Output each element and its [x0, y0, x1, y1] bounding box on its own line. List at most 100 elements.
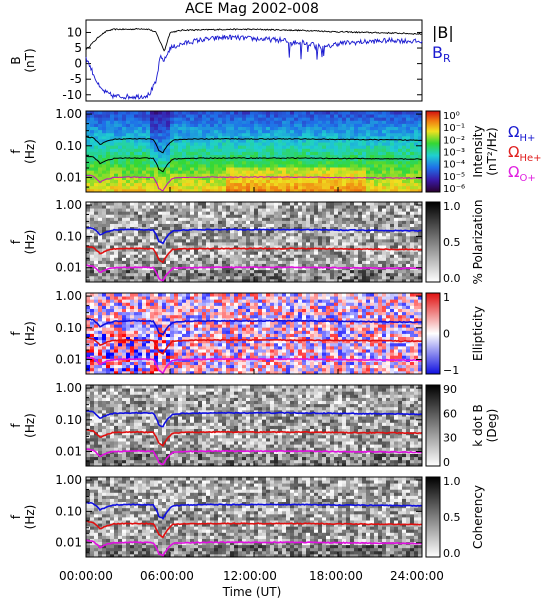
heatmap-cell [218, 251, 223, 255]
heatmap-cell [398, 269, 403, 274]
heatmap-cell [326, 123, 331, 127]
heatmap-cell [390, 263, 395, 268]
heatmap-cell [198, 185, 203, 190]
heatmap-cell [222, 211, 227, 215]
heatmap-cell [210, 211, 215, 215]
heatmap-cell [234, 278, 239, 283]
heatmap-cell [382, 205, 387, 209]
heatmap-cell [290, 214, 295, 218]
heatmap-cell [118, 145, 123, 149]
heatmap-cell [374, 232, 379, 237]
heatmap-cell [406, 245, 411, 249]
heatmap-cell [206, 260, 211, 264]
heatmap-cell [234, 114, 239, 118]
heatmap-cell [126, 208, 131, 212]
heatmap-cell [258, 151, 263, 156]
heatmap-cell [306, 232, 311, 237]
heatmap-cell [318, 139, 323, 143]
heatmap-cell [166, 160, 171, 165]
f-y-axis-label: f [9, 239, 23, 244]
heatmap-cell [270, 148, 275, 152]
heatmap-cell [154, 263, 159, 268]
heatmap-cell [194, 275, 199, 280]
heatmap-cell [206, 257, 211, 261]
heatmap-cell [202, 223, 207, 228]
heatmap-cell [90, 342, 95, 347]
heatmap-cell [226, 182, 231, 187]
heatmap-cell [166, 163, 171, 168]
heatmap-cell [246, 179, 251, 184]
heatmap-cell [390, 148, 395, 152]
heatmap-cell [250, 211, 255, 215]
heatmap-cell [278, 163, 283, 168]
heatmap-cell [278, 148, 283, 152]
heatmap-cell [350, 167, 355, 171]
heatmap-cell [146, 179, 151, 184]
heatmap-cell [386, 263, 391, 268]
heatmap-cell [262, 235, 267, 240]
heatmap-cell [142, 245, 147, 249]
heatmap-cell [138, 269, 143, 274]
heatmap-cell [338, 117, 343, 121]
heatmap-cell [162, 302, 167, 306]
b-y-tick-label: 0 [74, 57, 82, 71]
heatmap-cell [154, 336, 159, 341]
heatmap-cell [186, 117, 191, 121]
heatmap-cell [342, 173, 347, 177]
heatmap-cell [186, 260, 191, 264]
heatmap-cell [286, 254, 291, 258]
heatmap-cell [218, 114, 223, 118]
heatmap-cell [178, 248, 183, 252]
heatmap-cell [286, 235, 291, 240]
heatmap-cell [230, 226, 235, 231]
heatmap-cell [398, 142, 403, 146]
heatmap-cell [270, 251, 275, 255]
heatmap-cell [142, 211, 147, 215]
heatmap-cell [98, 145, 103, 149]
heatmap-cell [146, 211, 151, 215]
heatmap-cell [210, 179, 215, 184]
heatmap-cell [114, 173, 119, 177]
heatmap-cell [106, 269, 111, 274]
heatmap-cell [310, 245, 315, 249]
f-y-axis-label: f [9, 149, 23, 154]
heatmap-cell [158, 352, 163, 356]
heatmap-cell [386, 211, 391, 215]
heatmap-cell [210, 238, 215, 243]
colorbar-tick-label: 10⁻² [443, 135, 465, 146]
heatmap-cell [110, 126, 115, 131]
heatmap-cell [354, 232, 359, 237]
heatmap-cell [190, 135, 195, 140]
heatmap-cell [338, 257, 343, 261]
heatmap-cell [154, 111, 159, 115]
heatmap-cell [354, 117, 359, 121]
heatmap-cell [310, 111, 315, 115]
heatmap-cell [330, 223, 335, 228]
heatmap-cell [246, 226, 251, 231]
heatmap-cell [98, 188, 103, 193]
heatmap-cell [154, 260, 159, 264]
heatmap-cell [382, 217, 387, 221]
heatmap-cell [274, 257, 279, 261]
heatmap-cell [166, 254, 171, 258]
heatmap-cell [362, 205, 367, 209]
heatmap-cell [382, 235, 387, 240]
heatmap-cell [370, 232, 375, 237]
heatmap-cell [386, 245, 391, 249]
heatmap-cell [254, 278, 259, 283]
heatmap-cell [102, 245, 107, 249]
heatmap-cell [306, 114, 311, 118]
heatmap-cell [214, 248, 219, 252]
heatmap-cell [314, 145, 319, 149]
heatmap-cell [102, 126, 107, 131]
heatmap-cell [270, 275, 275, 280]
heatmap-cell [338, 272, 343, 277]
heatmap-cell [226, 217, 231, 221]
heatmap-cell [130, 142, 135, 146]
heatmap-cell [358, 205, 363, 209]
heatmap-cell [326, 208, 331, 212]
heatmap-cell [90, 251, 95, 255]
heatmap-cell [406, 135, 411, 140]
heatmap-cell [342, 269, 347, 274]
heatmap-cell [282, 135, 287, 140]
